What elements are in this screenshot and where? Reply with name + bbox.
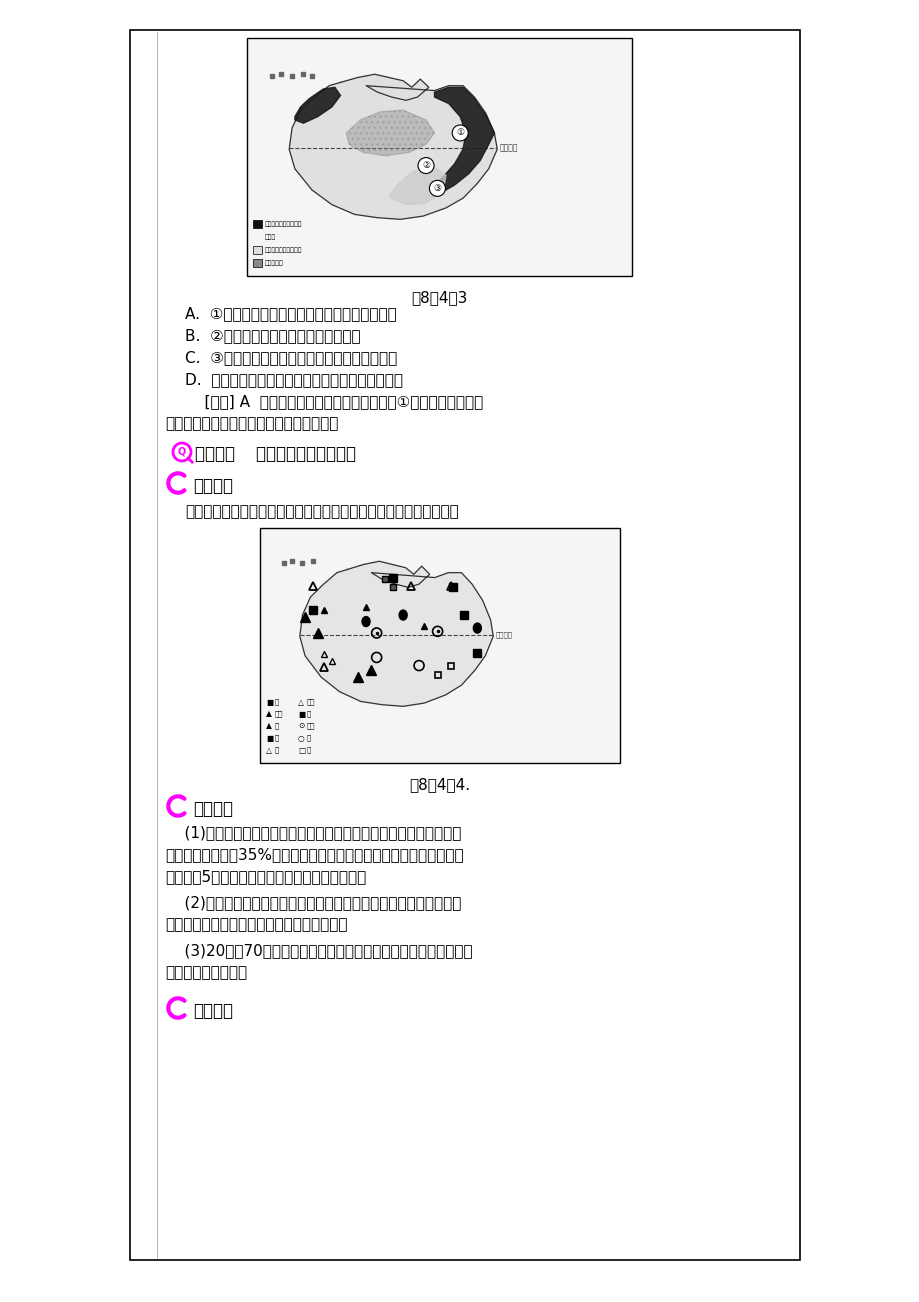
Text: 图8－4－3: 图8－4－3 [411,290,467,305]
Text: 铜: 铜 [307,711,311,717]
Polygon shape [289,74,496,219]
Text: △: △ [298,698,303,707]
Polygon shape [389,165,446,204]
Text: 南回归线: 南回归线 [494,631,512,638]
Text: 下图是澳大利亚矿产分布图，据图说明澳大利亚的矿产资源的特点。: 下图是澳大利亚矿产分布图，据图说明澳大利亚的矿产资源的特点。 [185,504,459,519]
Text: 金: 金 [307,734,311,741]
FancyBboxPatch shape [130,30,800,1260]
Text: ■: ■ [298,710,305,719]
Text: ▲: ▲ [266,710,272,719]
Text: 多为天然草场，牧草品质差，生产不稳定。: 多为天然草场，牧草品质差，生产不稳定。 [165,417,338,431]
Text: 拓展应用: 拓展应用 [193,1003,233,1019]
Text: (3)20世纪70年代以来，服务业的产值超过了农牧业和工矿业，成: (3)20世纪70年代以来，服务业的产值超过了农牧业和工矿业，成 [165,943,472,958]
Text: ⊙: ⊙ [298,721,304,730]
FancyBboxPatch shape [253,259,262,267]
Text: △: △ [266,746,272,754]
Text: [解析] A  本题主要考查澳大利亚的牧羊带。①地区地下水丰富，: [解析] A 本题主要考查澳大利亚的牧羊带。①地区地下水丰富， [185,395,482,409]
Text: 探究点二    澳大利亚工矿业的发展: 探究点二 澳大利亚工矿业的发展 [195,445,356,464]
Text: 为国民经济的支柱。: 为国民经济的支柱。 [165,965,247,980]
Text: 经营带: 经营带 [265,234,276,240]
Text: 图8－4－4.: 图8－4－4. [409,777,470,792]
Circle shape [452,125,468,141]
Circle shape [429,181,445,197]
Text: 煤: 煤 [275,699,279,706]
Polygon shape [431,87,494,193]
Text: 铅锌: 铅锌 [307,723,315,729]
Text: 居世界前5位；是世界主要的铁矿和煤炭出口国。: 居世界前5位；是世界主要的铁矿和煤炭出口国。 [165,868,366,884]
Text: 量占世界总储量的35%，居世界首位；铁矿、镍矿、锌矿和锰矿的储量: 量占世界总储量的35%，居世界首位；铁矿、镍矿、锌矿和锰矿的储量 [165,848,463,862]
Text: 铝土: 铝土 [307,699,315,706]
Text: 问题导入: 问题导入 [193,477,233,495]
Polygon shape [300,561,493,706]
Text: 细羊与小麦混合经营带: 细羊与小麦混合经营带 [265,247,302,253]
Text: (1)丰富的矿产资源：澳大利亚矿产资源种类较多，其中铝土矿的储: (1)丰富的矿产资源：澳大利亚矿产资源种类较多，其中铝土矿的储 [165,825,460,840]
Circle shape [417,158,434,173]
Polygon shape [295,87,340,124]
FancyBboxPatch shape [260,529,619,763]
Text: 粗放牧羊带: 粗放牧羊带 [265,260,283,266]
Text: (2)发达的冶金工业：依靠丰富的矿产资源，澳大利亚的冶金和机械: (2)发达的冶金工业：依靠丰富的矿产资源，澳大利亚的冶金和机械 [165,894,460,910]
Text: 铁: 铁 [275,723,279,729]
Text: 知识链接: 知识链接 [193,799,233,818]
Text: D.  三个牧羊带的分布都与地形、气候因素密切相关: D. 三个牧羊带的分布都与地形、气候因素密切相关 [185,372,403,387]
Text: ■: ■ [266,733,273,742]
Text: ③: ③ [433,184,441,193]
Text: □: □ [298,746,305,754]
Text: ○: ○ [298,733,304,742]
Text: B.  ②地区灌溉系统完善，多为人工草场: B. ②地区灌溉系统完善，多为人工草场 [185,328,360,342]
Text: ②: ② [422,161,429,171]
Text: 锰: 锰 [275,734,279,741]
Text: 工业发达，分布主要靠近原料和燃料的产地。: 工业发达，分布主要靠近原料和燃料的产地。 [165,917,347,932]
FancyBboxPatch shape [253,246,262,254]
Ellipse shape [473,624,481,633]
Text: 镍: 镍 [275,746,279,754]
Ellipse shape [362,617,369,626]
Text: 羊、牛与经济作物混合: 羊、牛与经济作物混合 [265,221,302,227]
Text: ①: ① [456,129,464,138]
FancyBboxPatch shape [246,38,631,276]
FancyBboxPatch shape [253,220,262,228]
Ellipse shape [399,611,407,620]
Text: C.  ③地区降水丰富，农牧场规模小，牧草产量高: C. ③地区降水丰富，农牧场规模小，牧草产量高 [185,350,397,365]
Text: 铀: 铀 [307,746,311,754]
Text: Q: Q [177,447,186,457]
Text: 南回归线: 南回归线 [499,143,517,152]
Text: 石油: 石油 [275,711,283,717]
Text: ▲: ▲ [266,721,272,730]
Text: A.  ①地区地下水丰富，人工草场广布，生产稳定: A. ①地区地下水丰富，人工草场广布，生产稳定 [185,306,396,322]
Polygon shape [346,111,434,156]
Text: ■: ■ [266,698,273,707]
